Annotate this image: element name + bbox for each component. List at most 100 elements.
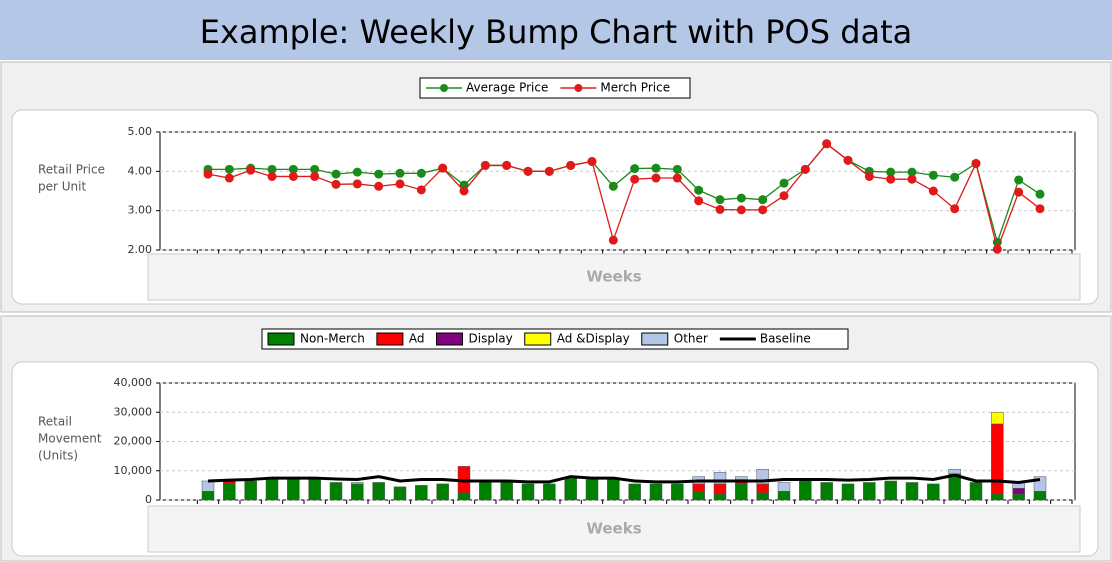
bar-segment [585,479,599,501]
data-point [779,178,789,188]
data-point [267,164,277,174]
data-point [438,163,448,173]
data-point [1014,175,1024,185]
legend-label: Display [469,332,513,346]
bar-segment [564,477,577,501]
y-tick-label: 40,000 [114,376,153,389]
data-point [907,167,917,177]
bar-segment [521,483,535,501]
legend-swatch [436,332,463,346]
data-point [288,164,298,174]
data-point [672,164,682,174]
bar-segment [1033,490,1047,501]
data-point [352,179,362,189]
bar-segment [713,471,727,485]
data-point [694,196,704,206]
y-tick-label: 5.00 [128,125,153,138]
data-point [416,168,426,178]
legend-swatch [267,332,295,346]
bar-segment [607,479,620,501]
legend-label: Ad [409,332,425,346]
data-point [843,155,853,165]
legend-box [419,77,691,99]
bar-segment [692,483,705,492]
legend-label: Other [674,332,708,346]
bar-segment [756,492,769,501]
bar-segment [244,480,257,501]
data-point [715,195,725,205]
data-point [651,163,661,173]
data-point [758,195,768,205]
bar-segment [223,483,236,501]
legend-box [261,328,849,350]
bar-segment [393,486,407,501]
legend-marker [574,84,583,92]
bar-segment [777,490,791,501]
data-point [374,181,384,191]
data-point [331,179,341,189]
legend-label: Average Price [466,81,548,95]
bar-segment [628,483,641,501]
data-point [928,186,938,196]
data-point [459,186,469,196]
x-label-box [147,505,1081,553]
data-point [886,174,896,184]
y-tick-label: 0 [145,493,152,506]
bar-segment [308,479,321,501]
y-tick-label: 30,000 [114,405,153,418]
y-tick-label: 2.00 [128,243,153,256]
x-label-box [147,253,1081,301]
data-point [587,157,597,166]
bar-segment [991,423,1004,495]
data-point [608,235,618,245]
data-point [566,160,576,170]
legend-label: Ad &Display [557,332,630,346]
y-axis-label: Retail [38,415,72,429]
bar-segment [777,482,791,492]
series-line [207,473,1041,484]
data-point [736,205,746,215]
legend-label: Non-Merch [300,332,365,346]
legend-marker [440,84,448,92]
data-point [630,164,640,174]
bar-segment [820,482,833,501]
data-point [1035,204,1045,214]
bar-segment [713,493,727,501]
bar-segment [863,482,876,501]
bar-segment [543,483,556,501]
data-point [800,164,810,174]
bar-segment [948,469,961,474]
data-point [715,204,725,214]
bar-segment [649,483,663,501]
bar-segment [841,483,855,501]
bar-segment [457,492,471,501]
bar-segment [692,490,705,501]
data-point [480,160,490,170]
data-point [950,204,960,214]
legend-swatch [524,332,552,346]
data-point [544,166,554,176]
data-point [310,171,320,181]
data-point [224,164,234,174]
data-point [1035,189,1045,199]
data-point [523,166,533,176]
data-point [928,170,938,180]
data-point [886,167,896,177]
data-point [416,185,426,195]
data-point [331,169,341,179]
data-point [907,174,917,184]
y-axis-label: Retail Price [38,163,105,177]
data-point [288,171,298,181]
data-point [672,173,682,183]
y-tick-label: 3.00 [128,204,153,217]
data-point [395,168,405,178]
y-tick-label: 20,000 [114,435,153,448]
data-point [950,172,960,182]
y-tick-label: 4.00 [128,164,153,177]
legend-label: Baseline [760,332,811,346]
bar-segment [927,483,940,501]
data-point [822,139,832,149]
bar-segment [351,482,364,485]
data-point [971,158,981,168]
